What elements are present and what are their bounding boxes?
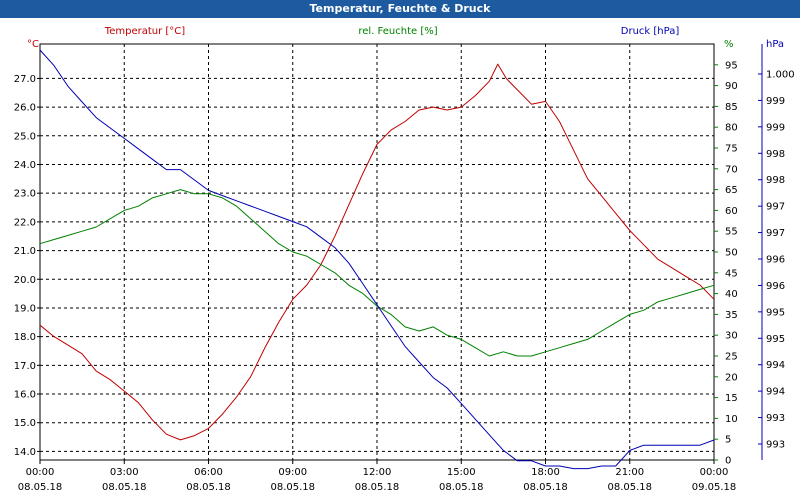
humidity-tick-label: 35	[725, 310, 738, 321]
x-tick-time: 15:00	[447, 467, 476, 478]
pressure-tick-label: 995	[766, 334, 785, 345]
temperature-axis-label: Temperatur [°C]	[104, 26, 185, 37]
pressure-tick-label: 996	[766, 281, 785, 292]
humidity-tick-label: 70	[725, 164, 738, 175]
humidity-tick-label: 20	[725, 372, 738, 383]
humidity-tick-label: 5	[725, 435, 731, 446]
pressure-tick-label: 997	[766, 202, 785, 213]
humidity-tick-label: 50	[725, 248, 738, 259]
humidity-tick-label: 30	[725, 331, 738, 342]
x-tick-time: 03:00	[110, 467, 139, 478]
temperature-tick-label: 21.0	[14, 246, 36, 257]
temperature-tick-label: 26.0	[14, 103, 36, 114]
pressure-tick-label: 994	[766, 360, 785, 371]
pressure-line	[39, 49, 715, 470]
humidity-tick-label: 45	[725, 268, 738, 279]
humidity-tick-label: 90	[725, 81, 738, 92]
humidity-tick-label: 75	[725, 144, 738, 155]
temperature-tick-label: 17.0	[14, 361, 36, 372]
pressure-tick-label: 996	[766, 255, 785, 266]
temperature-tick-label: 19.0	[14, 303, 36, 314]
temperature-tick-label: 25.0	[14, 131, 36, 142]
temperature-tick-label: 15.0	[14, 418, 36, 429]
x-tick-time: 12:00	[363, 467, 392, 478]
pressure-axis-label: Druck [hPa]	[621, 26, 680, 37]
humidity-axis-label: rel. Feuchte [%]	[358, 26, 437, 37]
humidity-axis: 0 5 10 15 20 25 30 35 40 45 50 55 60 65 70 75 80 85 90 95	[714, 60, 738, 467]
x-tick-date: 08.05.18	[355, 482, 400, 493]
x-tick-time: 09:00	[278, 467, 307, 478]
humidity-tick-label: 95	[725, 60, 738, 71]
temperature-line	[39, 63, 715, 441]
humidity-tick-label: 85	[725, 102, 738, 113]
pressure-tick-label: 999	[766, 96, 785, 107]
pressure-tick-label: 993	[766, 440, 785, 451]
x-tick-time: 06:00	[194, 467, 223, 478]
pressure-tick-label: 997	[766, 228, 785, 239]
x-tick-time: 18:00	[531, 467, 560, 478]
temperature-tick-label: 16.0	[14, 390, 36, 401]
pressure-tick-label: 994	[766, 387, 785, 398]
humidity-tick-label: 80	[725, 123, 738, 134]
pressure-tick-label: 999	[766, 122, 785, 133]
temperature-tick-label: 14.0	[14, 447, 36, 458]
humidity-tick-label: 40	[725, 289, 738, 300]
temperature-tick-label: 24.0	[14, 160, 36, 171]
chart: 00:00 08.05.18 03:00 08.05.18 06:00 08.05.18 0…	[14, 26, 795, 493]
humidity-unit-label: %	[724, 39, 734, 50]
window-title: Temperatur, Feuchte & Druck	[0, 0, 800, 18]
temperature-tick-label: 23.0	[14, 189, 36, 200]
x-tick-date: 08.05.18	[439, 482, 484, 493]
x-tick-date: 08.05.18	[523, 482, 568, 493]
x-tick-time: 00:00	[26, 467, 55, 478]
humidity-line	[39, 189, 715, 357]
x-tick-date: 08.05.18	[270, 482, 315, 493]
humidity-tick-label: 60	[725, 206, 738, 217]
temperature-tick-label: 22.0	[14, 217, 36, 228]
pressure-tick-label: 993	[766, 413, 785, 424]
x-tick-date: 08.05.18	[607, 482, 652, 493]
x-tick-time: 00:00	[700, 467, 729, 478]
pressure-tick-label: 995	[766, 307, 785, 318]
temperature-tick-label: 18.0	[14, 332, 36, 343]
pressure-tick-label: 998	[766, 149, 785, 160]
pressure-tick-label: 998	[766, 175, 785, 186]
x-tick-date: 08.05.18	[102, 482, 147, 493]
humidity-tick-label: 55	[725, 227, 738, 238]
temperature-tick-label: 27.0	[14, 74, 36, 85]
pressure-axis: 993 993 994 994 995 995 996 996 997 997 998 998 999 9…	[758, 70, 795, 451]
pressure-tick-label: 1.000	[766, 70, 795, 81]
temperature-tick-label: 20.0	[14, 275, 36, 286]
humidity-tick-label: 0	[725, 456, 731, 467]
x-axis: 00:00 08.05.18 03:00 08.05.18 06:00 08.05.18 0…	[18, 460, 737, 493]
pressure-unit-label: hPa	[766, 39, 784, 50]
plot-area	[39, 43, 715, 461]
x-tick-date: 08.05.18	[186, 482, 231, 493]
humidity-tick-label: 10	[725, 414, 738, 425]
grid	[40, 44, 714, 460]
humidity-tick-label: 65	[725, 185, 738, 196]
series-group	[39, 49, 715, 470]
humidity-tick-label: 15	[725, 393, 738, 404]
temperature-unit-label: °C	[27, 39, 39, 50]
temperature-axis: 14.0 15.0 16.0 17.0 18.0 19.0 20.0 21.0 22.0 23.0…	[14, 74, 40, 458]
humidity-tick-label: 25	[725, 352, 738, 363]
x-tick-date: 08.05.18	[18, 482, 63, 493]
x-tick-time: 21:00	[615, 467, 644, 478]
x-tick-date: 09.05.18	[692, 482, 737, 493]
